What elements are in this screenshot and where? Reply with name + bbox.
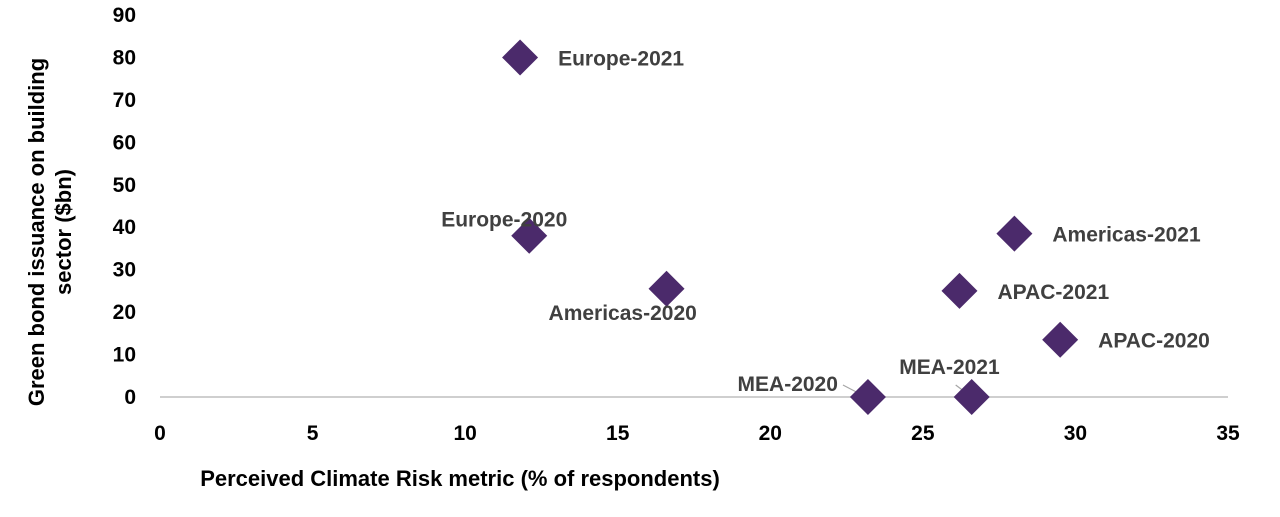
y-axis-title: Green bond issuance on buildingsector ($… [24,58,76,406]
point-label: Europe-2020 [441,209,567,232]
data-point-apac-2020 [1042,321,1079,358]
x-axis-title: Perceived Climate Risk metric (% of resp… [200,466,720,491]
y-tick-label: 80 [113,46,136,69]
point-label: MEA-2021 [899,356,1000,379]
data-point-apac-2021 [941,272,978,309]
x-tick-label: 10 [453,422,476,445]
y-tick-labels: 0 10 20 30 40 50 60 70 80 90 [113,4,136,409]
point-label: Europe-2021 [558,47,684,70]
x-tick-label: 30 [1064,422,1087,445]
data-points [502,39,1079,415]
y-tick-label: 60 [113,131,136,154]
data-point-mea-2021 [953,379,990,415]
data-point-americas-2020 [648,270,685,307]
data-point-europe-2021 [502,39,539,76]
data-point-mea-2020 [849,379,886,415]
x-tick-label: 0 [154,422,166,445]
y-tick-label: 20 [113,301,136,324]
point-label: MEA-2020 [738,373,838,396]
x-tick-label: 15 [606,422,630,445]
x-tick-label: 5 [307,422,319,445]
x-tick-label: 35 [1216,422,1240,445]
y-tick-label: 10 [113,344,136,367]
y-tick-label: 70 [113,89,136,112]
x-tick-label: 25 [911,422,935,445]
y-tick-label: 30 [113,259,136,282]
x-tick-label: 20 [759,422,782,445]
x-tick-labels: 0 5 10 15 20 25 30 35 [154,422,1240,445]
point-labels: Europe-2021 Europe-2020 Americas-2020 Ameri… [441,47,1210,396]
data-point-europe-2020 [511,217,548,254]
point-label: Americas-2021 [1052,224,1201,247]
y-tick-label: 90 [113,4,136,27]
point-label: APAC-2021 [997,281,1109,304]
y-tick-label: 50 [113,174,136,197]
data-point-americas-2021 [996,215,1033,252]
y-tick-label: 40 [113,216,136,239]
point-label: APAC-2020 [1098,330,1210,353]
y-tick-label: 0 [124,386,136,409]
point-label: Americas-2020 [549,302,697,325]
